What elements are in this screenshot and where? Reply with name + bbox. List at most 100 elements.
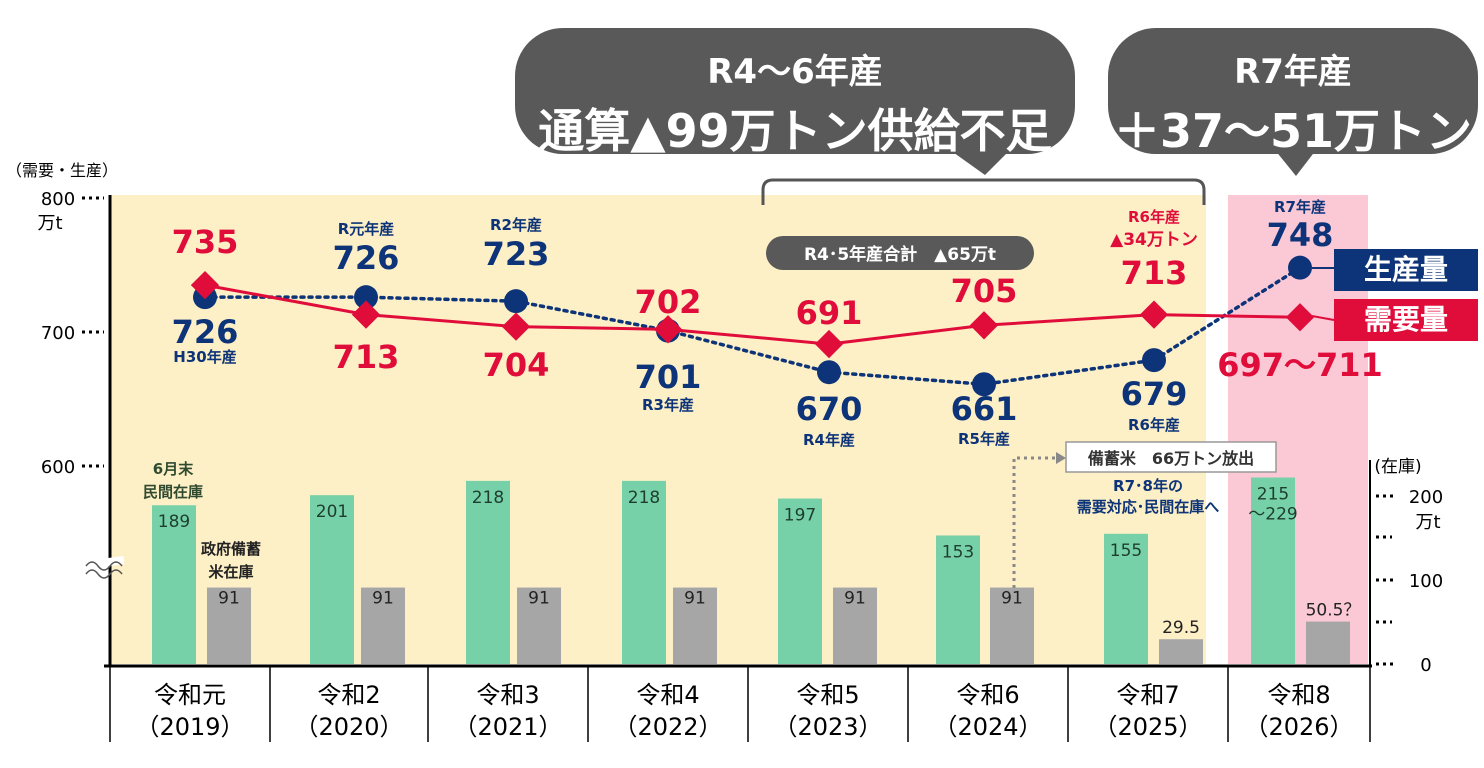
demand-point <box>501 312 531 341</box>
production-value-label: 726 <box>172 313 239 351</box>
gov-stock-bar <box>1306 621 1350 664</box>
production-point <box>354 285 378 310</box>
private-stock-label: 197 <box>784 506 816 526</box>
private-stock-label: 155 <box>1110 541 1142 561</box>
r78-note-line2: 需要対応･民間在庫へ <box>1077 498 1220 516</box>
r45-total-label: R4･5年産合計 ▲65万t <box>804 244 996 265</box>
june-end-line2: 民間在庫 <box>143 483 203 501</box>
right-tick-label: 100 <box>1409 571 1443 592</box>
callout-r7-line2: ＋37～51万トン <box>1113 104 1473 158</box>
production-year-label: R6年産 <box>1128 416 1180 434</box>
demand-point <box>653 315 683 344</box>
private-stock-bar <box>466 480 510 664</box>
production-year-label: R5年産 <box>958 430 1010 448</box>
june-end-line1: 6月末 <box>153 460 194 478</box>
gov-stock-label: 91 <box>684 589 706 609</box>
gov-stock-bar <box>207 587 251 664</box>
private-stock-label: 215 <box>1257 485 1289 505</box>
category-label-era: 令和7 <box>1116 681 1179 709</box>
gov-stock-line2: 米在庫 <box>208 563 253 581</box>
private-stock-label: ～229 <box>1248 505 1297 525</box>
production-value-label: 723 <box>483 235 550 273</box>
left-tick-label: 800 <box>41 189 75 210</box>
left-unit-top: （需要・生産） <box>6 161 118 180</box>
production-point <box>1288 255 1312 280</box>
production-value-label: 701 <box>635 358 702 396</box>
category-label-year: （2023） <box>773 713 882 741</box>
axis-break-1 <box>85 556 125 569</box>
production-year-label: R7年産 <box>1274 198 1326 216</box>
demand-value-label: 713 <box>333 338 400 376</box>
r45-total-pill <box>766 236 1034 270</box>
category-label-era: 令和8 <box>1267 681 1330 709</box>
demand-point <box>351 300 381 329</box>
category-label-year: （2024） <box>933 713 1042 741</box>
release-arrowhead <box>1056 452 1066 464</box>
production-value-label: 661 <box>951 390 1018 428</box>
category-label-era: 令和3 <box>476 681 539 709</box>
gov-stock-label: 91 <box>1001 589 1023 609</box>
private-stock-label: 201 <box>316 502 348 522</box>
demand-point <box>1285 303 1315 332</box>
gov-stock-bar <box>1159 639 1203 664</box>
r4-r6-bracket <box>761 178 1206 205</box>
left-tick-label: 700 <box>41 323 75 344</box>
release-arrow <box>1012 456 1058 588</box>
legend-demand-leader <box>1311 315 1335 321</box>
gov-stock-label: 91 <box>218 589 240 609</box>
production-value-label: 679 <box>1121 375 1188 413</box>
private-stock-label: 218 <box>628 488 660 508</box>
axis-break-mark <box>85 561 123 579</box>
demand-value-label: 702 <box>635 283 702 321</box>
category-label-year: （2020） <box>294 713 403 741</box>
right-unit-top: (在庫) <box>1374 457 1421 477</box>
gov-stock-line1: 政府備蓄 <box>201 540 261 558</box>
category-label-year: （2019） <box>135 713 244 741</box>
private-stock-label: 153 <box>942 542 974 562</box>
r6-shortage-line2: ▲34万トン <box>1110 230 1198 250</box>
production-year-label: R元年産 <box>338 220 395 238</box>
demand-line <box>204 283 1301 346</box>
private-stock-bar <box>1251 477 1295 664</box>
category-label-year: （2022） <box>613 713 722 741</box>
category-label-year: （2026） <box>1244 713 1353 741</box>
callout-r7-line1: R7年産 <box>1234 52 1352 92</box>
production-point <box>972 372 996 397</box>
legend-production: 生産量 <box>1334 249 1478 291</box>
demand-value-label: 705 <box>951 272 1018 310</box>
callout-r7: R7年産 ＋37～51万トン <box>1108 28 1478 158</box>
production-year-label: H30年産 <box>173 348 236 366</box>
callout-shortage: R4～6年産 通算▲99万トン供給不足 <box>515 28 1075 158</box>
right-tick-label: 200 <box>1409 487 1443 508</box>
demand-value-label: 713 <box>1121 254 1188 292</box>
callout-shortage-line2: 通算▲99万トン供給不足 <box>538 104 1052 158</box>
production-value-label: 726 <box>333 239 400 277</box>
production-value-label: 748 <box>1267 216 1334 254</box>
category-label-year: （2021） <box>453 713 562 741</box>
gov-stock-bar <box>990 587 1034 664</box>
private-stock-bar <box>310 495 354 664</box>
demand-value-label: 691 <box>796 294 863 332</box>
gov-stock-label: 91 <box>528 589 550 609</box>
legend-production-label: 生産量 <box>1363 253 1448 286</box>
production-point <box>1142 348 1166 373</box>
gov-stock-label: 91 <box>372 589 394 609</box>
private-stock-bar <box>622 480 666 664</box>
production-point <box>817 360 841 385</box>
gov-stock-label: 29.5 <box>1162 618 1200 638</box>
category-label-era: 令和6 <box>956 681 1019 709</box>
demand-point <box>969 311 999 340</box>
reserve-release-label: 備蓄米 66万トン放出 <box>1088 449 1254 468</box>
right-tick-label: 0 <box>1420 655 1431 676</box>
bubble-left-tail <box>950 150 1010 175</box>
category-label-era: 令和4 <box>636 681 699 709</box>
private-stock-bar <box>936 535 980 664</box>
left-tick-label: 600 <box>41 457 75 478</box>
category-label-era: 令和5 <box>796 681 859 709</box>
category-label-year: （2025） <box>1093 713 1202 741</box>
right-unit: 万t <box>1415 512 1440 533</box>
private-stock-bar <box>152 505 196 664</box>
demand-value-label: 704 <box>483 346 550 384</box>
legend-demand: 需要量 <box>1334 299 1478 341</box>
demand-point <box>814 329 844 359</box>
